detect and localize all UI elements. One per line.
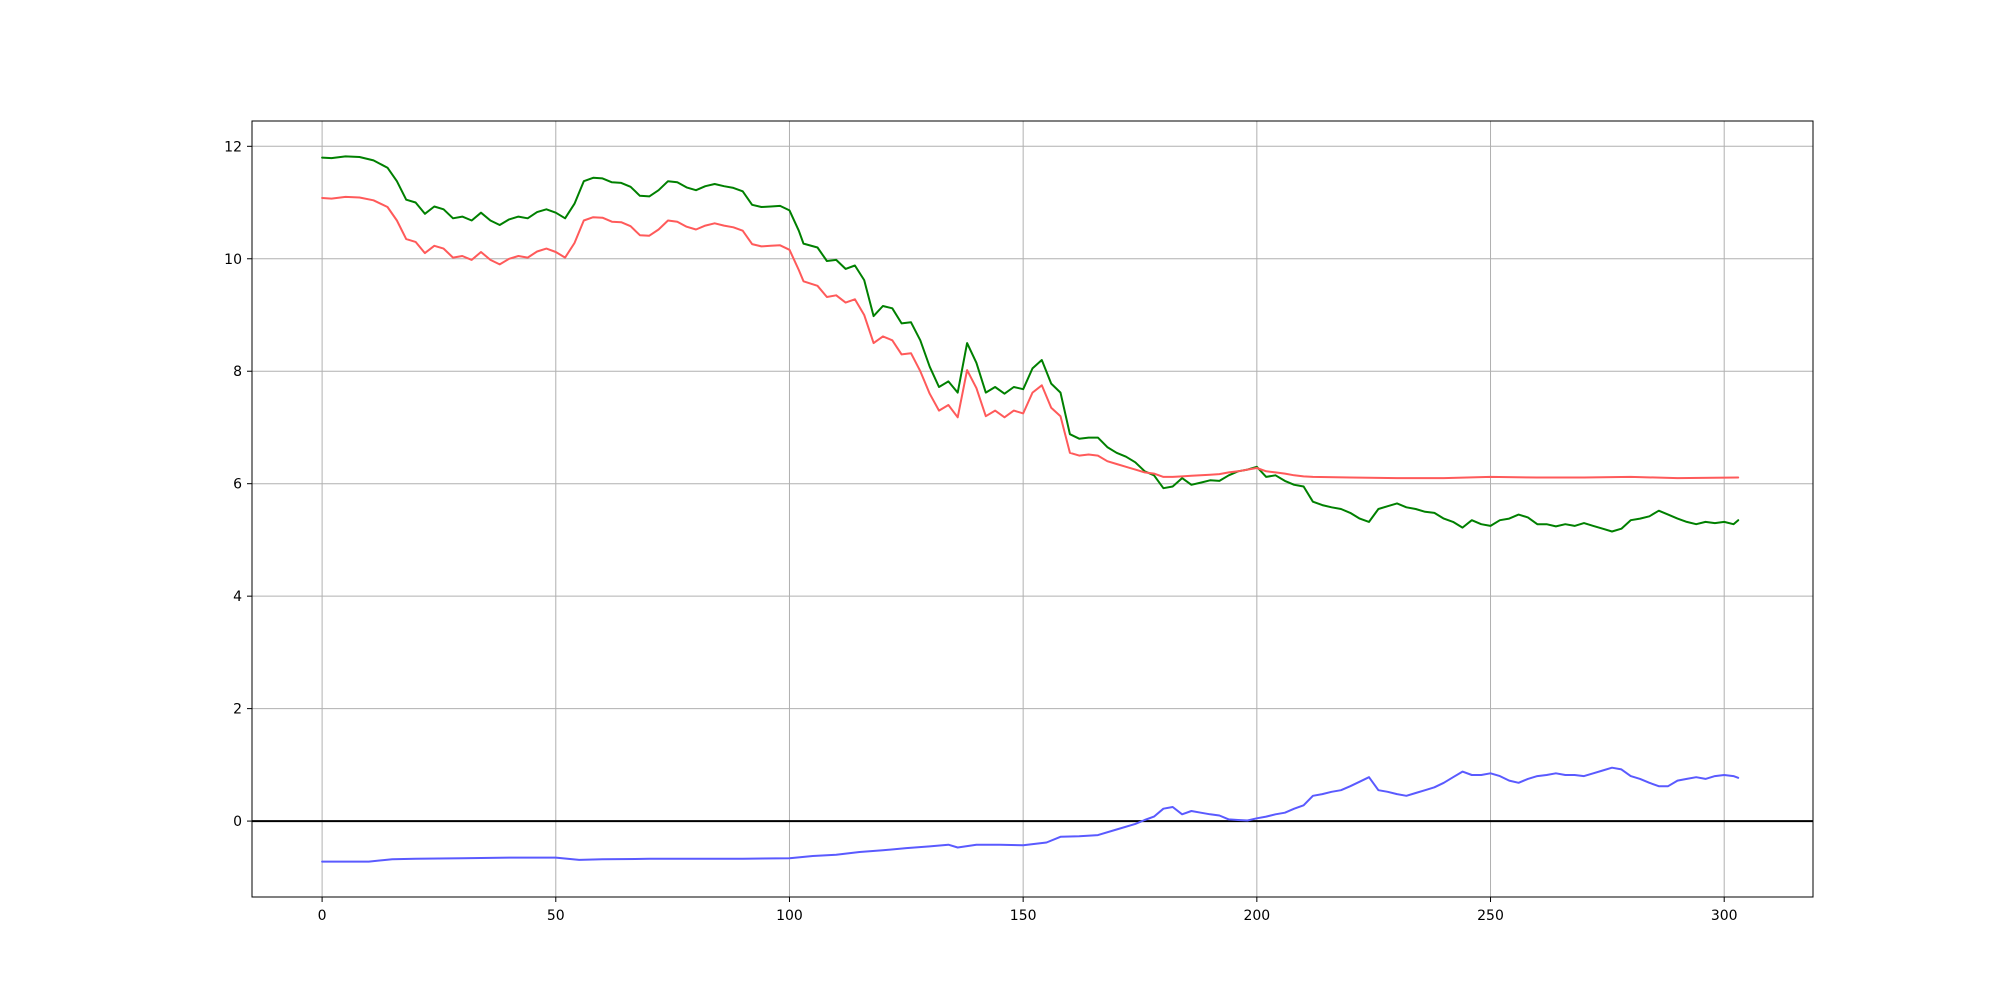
x-tick-label: 100 [776, 908, 803, 924]
y-tick-label: 0 [233, 814, 242, 830]
grid-layer [252, 121, 1813, 897]
series-layer [321, 155, 1740, 863]
x-tick-label: 300 [1711, 908, 1738, 924]
y-tick-label: 12 [224, 139, 242, 155]
y-tick-label: 4 [233, 589, 242, 605]
x-tick-label: 250 [1477, 908, 1504, 924]
x-tick-label: 50 [547, 908, 565, 924]
y-tick-label: 8 [233, 364, 242, 380]
series-line-3 [321, 766, 1740, 863]
series-line-1 [321, 155, 1740, 533]
y-tick-label: 6 [233, 477, 242, 493]
y-tick-label: 10 [224, 252, 242, 268]
x-tick-label: 200 [1243, 908, 1270, 924]
x-tick-label: 150 [1010, 908, 1037, 924]
x-tick-label: 0 [318, 908, 327, 924]
series-line-2 [321, 195, 1740, 480]
tick-layer: 0 50 100 150 200 250 300 0 2 4 6 8 10 12 [224, 139, 1737, 924]
y-tick-label: 2 [233, 702, 242, 718]
plot-frame [251, 120, 1814, 898]
